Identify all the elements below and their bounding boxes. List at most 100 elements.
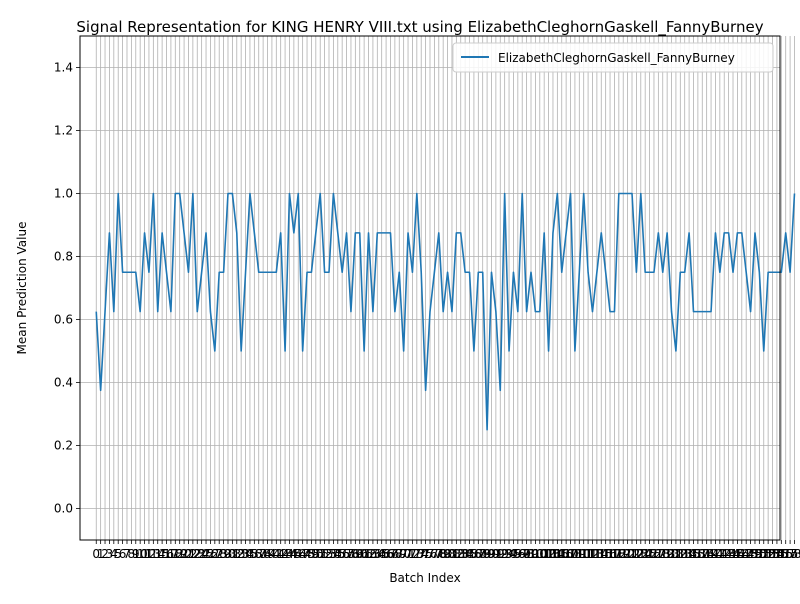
x-tick-label: 148 bbox=[735, 547, 758, 561]
data-point bbox=[372, 310, 374, 312]
x-tick-label: 63 bbox=[365, 547, 380, 561]
x-tick-label: 158 bbox=[779, 547, 800, 561]
legend-label: ElizabethCleghornGaskell_FannyBurney bbox=[498, 51, 735, 65]
data-point bbox=[600, 232, 602, 234]
x-tick-label: 93 bbox=[497, 547, 512, 561]
x-tick-label: 95 bbox=[506, 547, 521, 561]
x-tick-label: 64 bbox=[370, 547, 385, 561]
x-tick-label: 98 bbox=[519, 547, 534, 561]
data-point bbox=[657, 232, 659, 234]
x-tick-label: 123 bbox=[625, 547, 648, 561]
x-tick-label: 22 bbox=[185, 547, 200, 561]
x-tick-label: 115 bbox=[590, 547, 613, 561]
x-tick-label: 19 bbox=[172, 547, 187, 561]
y-axis-ticks: 0.0 0.2 0.4 0.6 0.8 1.0 1.2 1.4 bbox=[54, 61, 80, 516]
data-point bbox=[95, 310, 97, 312]
x-tick-label: 156 bbox=[770, 547, 793, 561]
x-tick-label: 25 bbox=[198, 547, 213, 561]
data-point bbox=[727, 232, 729, 234]
x-tick-label: 121 bbox=[616, 547, 639, 561]
data-point bbox=[214, 350, 216, 352]
x-tick-label: 61 bbox=[356, 547, 371, 561]
x-axis-ticks: 0123456789101112131415161718192021222324… bbox=[92, 540, 800, 561]
x-tick-label: 27 bbox=[207, 547, 222, 561]
data-point bbox=[200, 271, 202, 273]
data-point bbox=[666, 232, 668, 234]
data-point bbox=[771, 271, 773, 273]
legend-box bbox=[452, 42, 774, 73]
series-layer bbox=[95, 192, 796, 431]
data-point bbox=[793, 192, 795, 194]
data-point bbox=[332, 192, 334, 194]
data-point bbox=[117, 192, 119, 194]
x-tick-label: 142 bbox=[708, 547, 731, 561]
x-tick-label: 84 bbox=[457, 547, 472, 561]
data-point bbox=[266, 271, 268, 273]
data-point bbox=[473, 350, 475, 352]
data-point bbox=[420, 271, 422, 273]
data-point bbox=[446, 271, 448, 273]
data-point bbox=[486, 429, 488, 431]
x-tick-label: 112 bbox=[577, 547, 600, 561]
data-point bbox=[424, 389, 426, 391]
x-tick-label: 2 bbox=[101, 547, 109, 561]
x-tick-label: 51 bbox=[313, 547, 328, 561]
data-point bbox=[578, 271, 580, 273]
x-tick-label: 11 bbox=[137, 547, 152, 561]
data-point bbox=[688, 232, 690, 234]
x-tick-label: 43 bbox=[277, 547, 292, 561]
x-tick-label: 47 bbox=[295, 547, 310, 561]
data-point bbox=[635, 271, 637, 273]
data-point bbox=[701, 310, 703, 312]
data-point bbox=[758, 271, 760, 273]
data-point bbox=[464, 271, 466, 273]
x-tick-label: 46 bbox=[291, 547, 306, 561]
x-tick-label: 26 bbox=[203, 547, 218, 561]
x-tick-label: 143 bbox=[713, 547, 736, 561]
x-tick-label: 14 bbox=[150, 547, 165, 561]
x-tick-label: 92 bbox=[493, 547, 508, 561]
x-tick-label: 73 bbox=[409, 547, 424, 561]
data-point bbox=[460, 232, 462, 234]
data-point bbox=[315, 232, 317, 234]
data-point bbox=[411, 271, 413, 273]
data-point bbox=[710, 310, 712, 312]
x-tick-label: 17 bbox=[163, 547, 178, 561]
x-tick-label: 82 bbox=[449, 547, 464, 561]
x-tick-label: 119 bbox=[607, 547, 630, 561]
x-tick-label: 90 bbox=[484, 547, 499, 561]
data-point bbox=[258, 271, 260, 273]
data-point bbox=[99, 389, 101, 391]
x-tick-label: 0 bbox=[92, 547, 100, 561]
x-tick-label: 15 bbox=[154, 547, 169, 561]
series-line bbox=[95, 192, 796, 431]
x-tick-label: 29 bbox=[216, 547, 231, 561]
data-point bbox=[644, 271, 646, 273]
x-tick-label: 37 bbox=[251, 547, 266, 561]
data-point bbox=[565, 232, 567, 234]
x-tick-label: 94 bbox=[501, 547, 516, 561]
data-point bbox=[749, 310, 751, 312]
data-point bbox=[521, 192, 523, 194]
x-tick-label: 134 bbox=[673, 547, 696, 561]
x-tick-label: 44 bbox=[282, 547, 297, 561]
data-point bbox=[776, 271, 778, 273]
x-tick-label: 131 bbox=[660, 547, 683, 561]
x-tick-label: 104 bbox=[542, 547, 565, 561]
data-point bbox=[692, 310, 694, 312]
data-point bbox=[512, 271, 514, 273]
x-tick-label: 4 bbox=[110, 547, 118, 561]
data-point bbox=[736, 232, 738, 234]
x-tick-label: 55 bbox=[330, 547, 345, 561]
data-point bbox=[604, 271, 606, 273]
x-tick-label: 140 bbox=[700, 547, 723, 561]
data-point bbox=[183, 232, 185, 234]
x-tick-label: 45 bbox=[286, 547, 301, 561]
x-tick-label: 105 bbox=[546, 547, 569, 561]
x-tick-label: 76 bbox=[422, 547, 437, 561]
data-point bbox=[139, 310, 141, 312]
x-tick-label: 116 bbox=[594, 547, 617, 561]
data-point bbox=[240, 350, 242, 352]
data-point bbox=[389, 232, 391, 234]
